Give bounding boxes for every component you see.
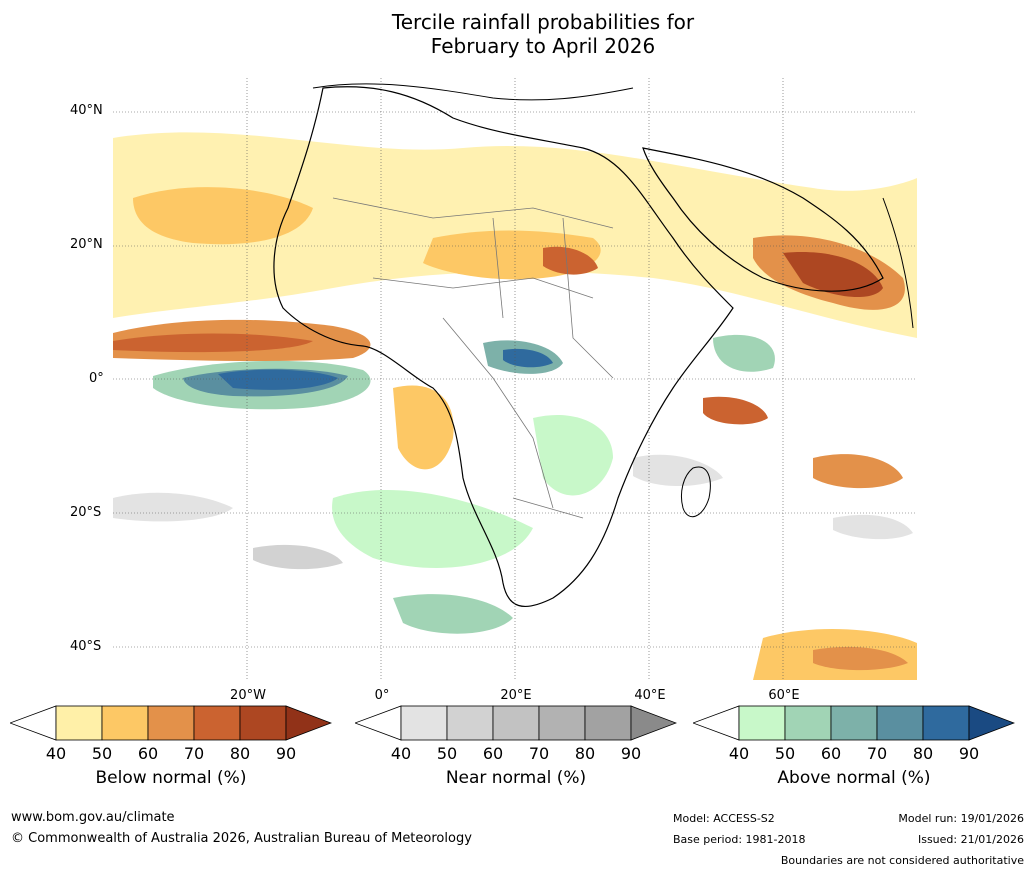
colorbar-near [355,705,677,741]
above-tick-90: 90 [958,744,980,763]
above-swatch-1 [784,705,832,741]
below-tick-50: 50 [91,744,113,763]
legend-near-title: Near normal (%) [445,768,587,788]
above-high-extend [968,705,1015,741]
rainfall-probability-map [113,78,917,680]
below-tick-70: 70 [183,744,205,763]
below-tick-90: 90 [275,744,297,763]
lat-label-20s: 20°S [70,505,102,520]
below-tick-60: 60 [137,744,159,763]
lon-label-20e: 20°E [500,688,532,703]
arabia-coastline [642,147,884,292]
lat-label-eq: 0° [89,371,104,386]
lat-label-20n: 20°N [70,237,103,252]
near-tick-40: 40 [390,744,412,763]
below-swatch-1 [101,705,149,741]
above-swatch-4 [922,705,970,741]
below-swatch-2 [147,705,195,741]
below-tick-40: 40 [45,744,67,763]
near-tick-80: 80 [574,744,596,763]
above-low-extend [693,705,740,741]
near-swatch-2 [492,705,540,741]
above-swatch-3 [876,705,924,741]
colorbar-above [693,705,1015,741]
below-high-extend [285,705,332,741]
below-swatch-3 [193,705,241,741]
near-tick-60: 60 [482,744,504,763]
above-tick-60: 60 [820,744,842,763]
lon-label-60e: 60°E [768,688,800,703]
title-line-2: February to April 2026 [430,34,656,58]
near-high-extend [630,705,677,741]
disclaimer-text: Boundaries are not considered authoritat… [780,854,1024,867]
website-link[interactable]: www.bom.gov.au/climate [11,810,175,825]
map-svg [113,78,917,680]
colorbar-below [10,705,332,741]
near-tick-90: 90 [620,744,642,763]
lon-label-0: 0° [374,688,390,703]
above-tick-40: 40 [728,744,750,763]
lon-label-40e: 40°E [634,688,666,703]
above-swatch-0 [738,705,786,741]
issued-text: Issued: 21/01/2026 [917,833,1024,846]
above-tick-50: 50 [774,744,796,763]
below-tick-80: 80 [229,744,251,763]
near-tick-50: 50 [436,744,458,763]
near-low-extend [355,705,402,741]
below-swatch-0 [55,705,103,741]
above-tick-80: 80 [912,744,934,763]
base-period-text: Base period: 1981-2018 [673,833,806,846]
lat-label-40s: 40°S [70,639,102,654]
lon-label-20w: 20°W [230,688,266,703]
below-low-extend [10,705,57,741]
model-text: Model: ACCESS-S2 [673,812,775,825]
africa-coastline [273,86,734,607]
above-swatch-2 [830,705,878,741]
above-tick-70: 70 [866,744,888,763]
map-title: Tercile rainfall probabilities for Febru… [0,10,1035,58]
near-swatch-0 [400,705,448,741]
legend-below-title: Below normal (%) [95,768,247,788]
near-swatch-3 [538,705,586,741]
legend-above-title: Above normal (%) [777,768,931,788]
title-line-1: Tercile rainfall probabilities for [391,10,695,34]
near-swatch-1 [446,705,494,741]
madagascar-coastline [680,466,711,518]
near-tick-70: 70 [528,744,550,763]
lat-label-40n: 40°N [70,103,103,118]
graticule [113,78,917,680]
copyright-text: © Commonwealth of Australia 2026, Austra… [11,831,472,846]
near-swatch-4 [584,705,632,741]
model-run-text: Model run: 19/01/2026 [898,812,1024,825]
below-swatch-4 [239,705,287,741]
